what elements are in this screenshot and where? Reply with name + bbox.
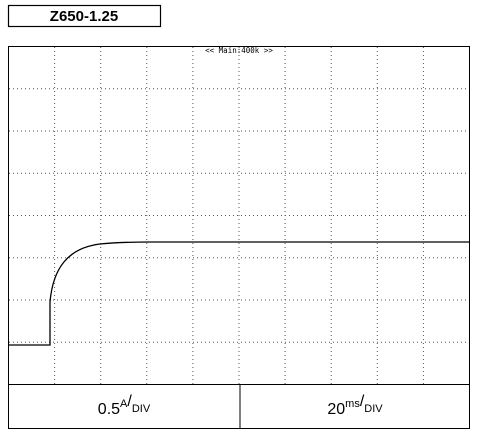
footer-box <box>8 384 470 429</box>
label-box <box>7 4 162 28</box>
grid <box>9 47 469 384</box>
scale-value: 0.5 <box>98 401 120 418</box>
scale-per: DIV <box>132 403 151 415</box>
vertical-scale: 0.5A/DIV <box>98 393 151 418</box>
trace <box>9 241 469 346</box>
scale-unit: A <box>120 398 128 410</box>
label: Z650-1.25 <box>50 8 118 25</box>
scale-unit: ms <box>345 398 360 410</box>
scale-value: 20 <box>327 401 345 418</box>
scale-per: DIV <box>364 403 383 415</box>
horizontal-scale: 20ms/DIV <box>327 393 383 418</box>
screen-header: << Main:400k >> <box>205 46 273 55</box>
